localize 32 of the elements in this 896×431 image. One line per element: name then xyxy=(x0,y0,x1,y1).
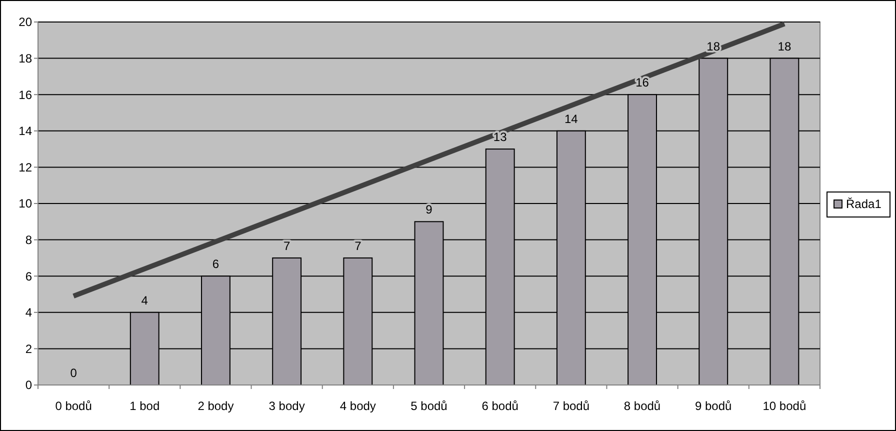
y-tick-label: 4 xyxy=(25,306,32,320)
x-tick-label: 9 bodů xyxy=(695,399,732,413)
y-tick-label: 0 xyxy=(25,378,32,392)
y-tick-label: 6 xyxy=(25,269,32,284)
y-tick-label: 16 xyxy=(18,88,32,102)
x-tick-label: 2 body xyxy=(198,399,234,413)
legend-label: Řada1 xyxy=(846,197,882,212)
data-label: 9 xyxy=(426,202,433,217)
data-label: 18 xyxy=(778,39,792,54)
y-tick-label: 14 xyxy=(18,124,32,138)
y-tick-label: 2 xyxy=(25,342,32,356)
y-tick-label: 18 xyxy=(18,52,32,66)
data-label: 0 xyxy=(70,366,78,380)
x-tick-label: 10 bodů xyxy=(762,399,806,413)
y-tick-label: 20 xyxy=(18,15,32,30)
x-tick-label: 6 bodů xyxy=(482,399,518,413)
data-label: 7 xyxy=(283,238,290,253)
data-label: 6 xyxy=(212,257,220,272)
y-tick-label: 12 xyxy=(18,160,32,174)
y-tick-label: 10 xyxy=(18,196,32,211)
data-label: 14 xyxy=(564,112,578,126)
x-tick-label: 5 bodů xyxy=(410,399,448,413)
x-tick-label: 4 body xyxy=(340,399,376,413)
x-tick-label: 7 bodů xyxy=(552,399,590,413)
data-label: 7 xyxy=(354,238,362,253)
data-label: 16 xyxy=(636,76,650,90)
x-tick-label: 1 bod xyxy=(130,399,160,413)
y-tick-label: 8 xyxy=(25,233,32,247)
x-tick-label: 8 bodů xyxy=(624,399,661,413)
data-label: 4 xyxy=(141,293,148,308)
x-tick-label: 0 bodů xyxy=(55,399,92,413)
x-tick-label: 3 body xyxy=(268,399,305,413)
